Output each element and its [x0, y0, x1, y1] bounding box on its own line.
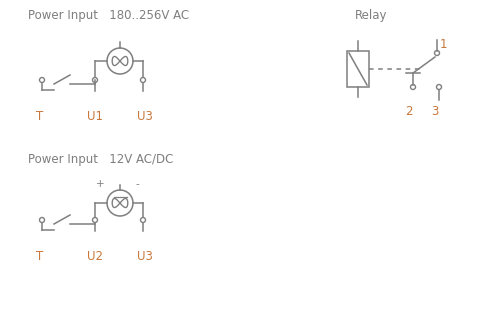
Text: U1: U1	[87, 110, 103, 123]
Text: 1: 1	[440, 38, 448, 51]
Text: U2: U2	[87, 250, 103, 263]
Text: U3: U3	[137, 250, 153, 263]
Text: T: T	[36, 250, 43, 263]
Text: 3: 3	[431, 105, 439, 118]
Text: Power Input   12V AC/DC: Power Input 12V AC/DC	[28, 153, 174, 166]
Text: Relay: Relay	[355, 9, 387, 22]
Text: +: +	[96, 179, 105, 189]
Text: U3: U3	[137, 110, 153, 123]
Text: T: T	[36, 110, 43, 123]
Text: Power Input   180..256V AC: Power Input 180..256V AC	[28, 9, 189, 22]
Bar	[347, 51, 369, 87]
Text: -: -	[135, 179, 139, 189]
Text: 2: 2	[405, 105, 413, 118]
